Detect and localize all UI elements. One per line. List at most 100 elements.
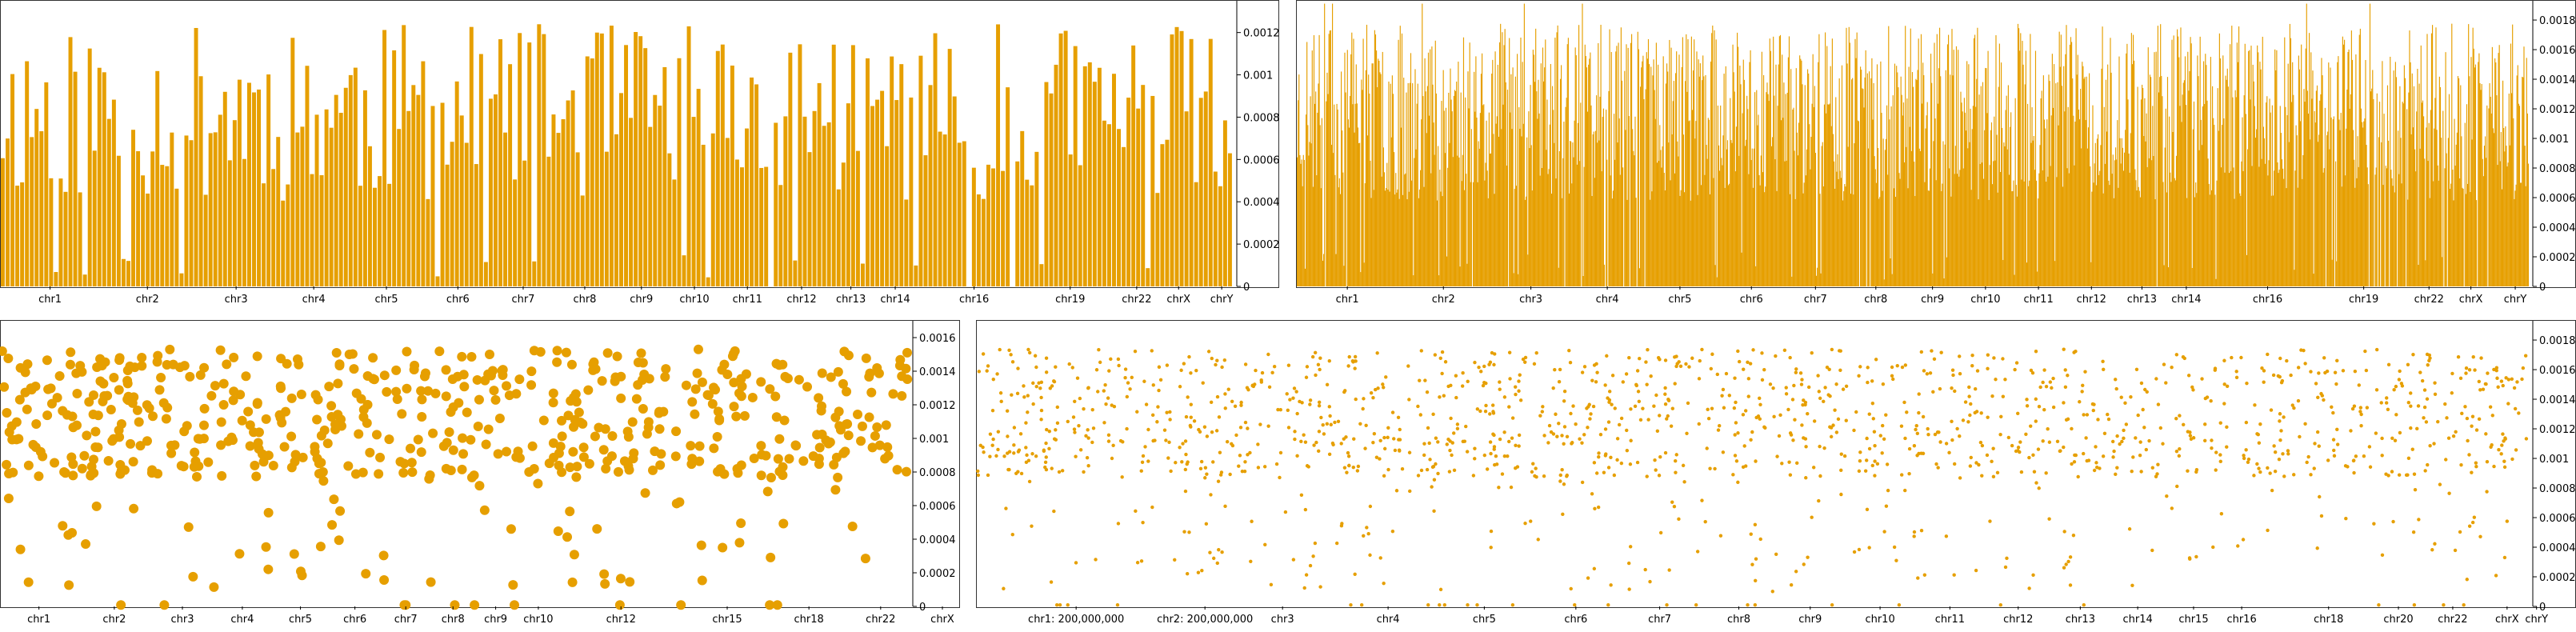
bar [2468,24,2470,287]
bar [2327,131,2329,286]
bar [599,33,604,287]
bar [2250,46,2252,287]
point [1347,463,1351,468]
point [1321,422,1325,427]
bar [1335,254,1337,286]
bar [1915,78,1917,286]
point [397,409,407,419]
point [1130,375,1134,380]
point [1478,409,1482,414]
point [990,443,994,447]
point [1619,416,1624,421]
point [1867,412,1871,416]
bar [2144,98,2146,286]
point [1303,440,1308,444]
bar [643,48,648,287]
point [1675,362,1679,366]
point [1787,460,1791,464]
bar [1208,38,1213,287]
point [1700,347,1704,352]
point [68,470,78,481]
bar [155,70,160,286]
y-tick-label: 0.0012 [2539,424,2576,436]
bar [1302,154,1304,286]
bar [2205,54,2206,286]
bar [1622,167,1624,286]
point [599,569,610,579]
point [1768,382,1773,386]
point [116,600,126,610]
point [1732,406,1737,410]
bar [2068,173,2070,286]
bar [2243,95,2245,286]
point [1037,381,1041,385]
point [883,450,894,461]
point [2115,466,2119,470]
point [762,486,773,497]
point [1488,412,1492,416]
bar [2454,166,2456,286]
bar [1515,186,1518,286]
x-tick-label: chr9 [630,294,653,306]
point [2303,422,2307,426]
point [252,351,262,362]
point [1218,450,1222,454]
point [1844,384,1849,388]
point [817,368,827,378]
bar [624,45,629,287]
point [578,442,589,453]
point [334,361,345,371]
y-tick-label: 0.0006 [2539,513,2576,525]
bar [850,45,855,286]
point [1967,385,1971,390]
point [856,436,866,446]
point [1777,434,1782,438]
point [1558,367,1562,372]
bar [1510,74,1512,286]
point [22,359,33,370]
bar [2139,197,2141,286]
bar [2271,105,2273,286]
bar [286,184,290,286]
point [1890,365,1894,370]
point [897,390,907,401]
bar [609,26,614,287]
point [1418,378,1422,382]
point [1294,390,1298,394]
bar [1446,256,1448,286]
point [1606,420,1611,424]
bar [1932,273,1934,286]
bar [1663,173,1665,286]
point [2292,473,2296,477]
point [2165,494,2169,498]
bar [1925,128,1926,286]
point [2090,402,2095,406]
point [263,450,274,461]
point [1449,416,1453,421]
bar [1749,62,1750,287]
point [2495,376,2499,380]
bar [1566,44,1568,286]
point [729,402,739,412]
bar [1479,113,1481,286]
bar [1379,72,1381,286]
bar [1030,185,1034,286]
point [994,454,998,458]
bar [1870,78,1872,287]
y-tick-label: 0.0004 [2539,222,2576,234]
bar [1822,186,1824,286]
point [2394,384,2398,389]
bar [2189,70,2190,286]
point [2273,450,2278,454]
point [1674,354,1678,358]
point [1823,386,1827,390]
bar [2059,66,2061,286]
bar [1827,104,1829,286]
y-tick-label: 0.0004 [1243,197,1280,209]
point [1974,461,1978,465]
point [791,441,802,451]
point [2332,448,2336,453]
point [867,442,878,453]
x-tick-label: chr8 [1864,294,1887,306]
point [1186,395,1190,399]
